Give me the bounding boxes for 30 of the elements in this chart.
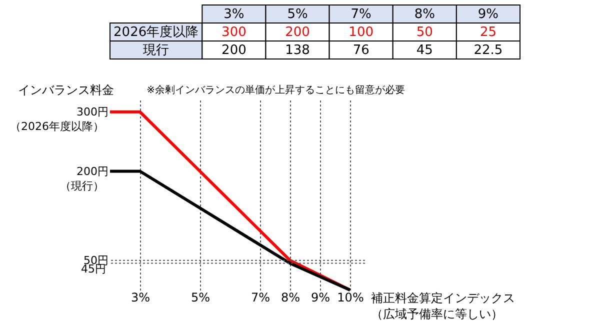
data-label: 100 xyxy=(348,25,374,40)
y-tick-label: 200円 xyxy=(76,164,108,178)
x-tick-label: 8% xyxy=(414,7,435,22)
data-label: 76 xyxy=(352,43,370,58)
data-label: 300 xyxy=(222,25,246,40)
data-label: 200 xyxy=(285,25,310,40)
x-axis-title: 補正料金算定インデックス（広域予備率に等しい） xyxy=(371,291,515,321)
data-label: 25 xyxy=(480,25,496,40)
x-tick-label: 7% xyxy=(250,290,270,304)
x-tick-label: 9% xyxy=(478,7,499,22)
annotation: （現行） xyxy=(60,179,104,192)
data-label: 50 xyxy=(416,25,433,40)
annotation: （2026年度以降） xyxy=(10,120,104,133)
data-label: 22.5 xyxy=(474,43,503,58)
x-tick-label: 10% xyxy=(337,290,364,304)
y-tick-label: 2026年度以降 xyxy=(114,24,199,40)
x-tick-label: 5% xyxy=(190,290,210,304)
x-tick-label: 3% xyxy=(130,290,150,304)
text: ※余剰インバランスの単価が上昇することにも留意が必要 xyxy=(146,84,405,96)
data-label: 45 xyxy=(416,43,433,58)
y-tick-label: 300円 xyxy=(76,105,108,118)
x-tick-label: 8% xyxy=(280,290,300,304)
y-tick-label: 現行 xyxy=(143,43,170,58)
x-tick-label: 7% xyxy=(350,7,372,22)
y-axis-title: インバランス料金 xyxy=(18,83,114,97)
x-tick-label: 9% xyxy=(310,290,330,304)
data-label: 138 xyxy=(285,43,310,58)
x-tick-label: 3% xyxy=(224,7,244,22)
x-tick-label: 5% xyxy=(287,7,308,22)
data-label: 200 xyxy=(222,43,246,58)
